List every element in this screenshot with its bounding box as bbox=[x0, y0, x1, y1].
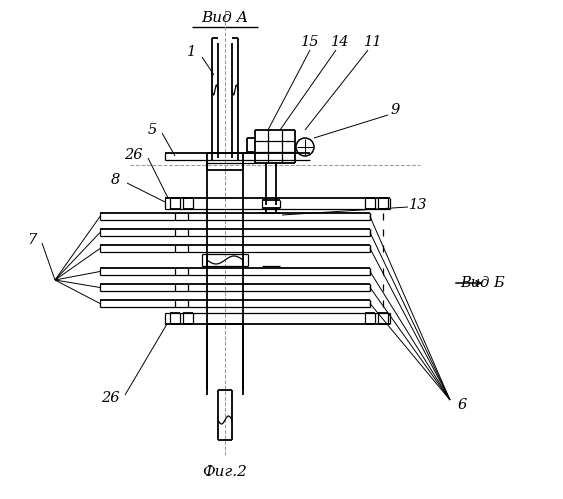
Text: 9: 9 bbox=[390, 103, 400, 117]
Text: Вид А: Вид А bbox=[202, 11, 248, 25]
Text: 26: 26 bbox=[124, 148, 142, 162]
Text: 13: 13 bbox=[409, 198, 427, 212]
Text: Вид Б: Вид Б bbox=[460, 276, 505, 290]
Text: 11: 11 bbox=[364, 35, 382, 49]
Text: 6: 6 bbox=[457, 398, 467, 412]
Text: 7: 7 bbox=[28, 233, 37, 247]
Text: 15: 15 bbox=[301, 35, 319, 49]
Text: Фиг.2: Фиг.2 bbox=[203, 465, 247, 479]
Text: 26: 26 bbox=[101, 391, 119, 405]
Text: 8: 8 bbox=[110, 173, 119, 187]
Text: 5: 5 bbox=[148, 123, 157, 137]
Text: 14: 14 bbox=[330, 35, 349, 49]
Text: 1: 1 bbox=[187, 45, 196, 59]
